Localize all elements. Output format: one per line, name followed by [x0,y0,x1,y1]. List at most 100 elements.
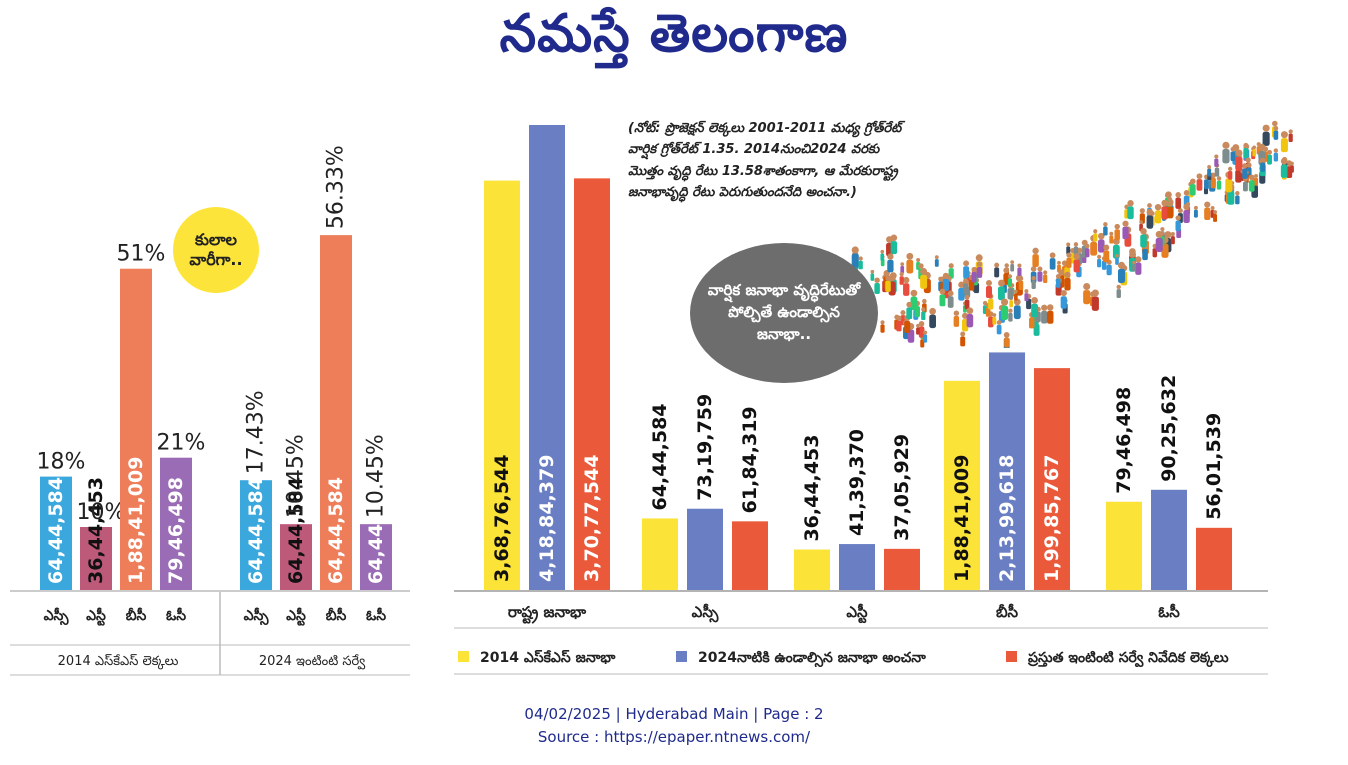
person-body [1073,246,1079,256]
category-label-2-3: బీసీ [326,607,347,624]
person-head [1280,157,1288,165]
data-label-s3-c3: 37,05,929 [891,434,913,541]
legend-swatch-2 [676,651,687,662]
person-head [1103,244,1110,251]
person-body [1154,210,1162,224]
person-body [1060,296,1067,309]
person-head [963,260,970,267]
person-body [1093,233,1098,242]
person-head [1043,270,1048,275]
person-head [874,277,880,283]
population-comparison-chart: 3,68,76,544 64,44,584 36,44,453 1,88,41,009… [454,125,1268,675]
person-body [934,259,939,267]
person-head [1103,222,1108,227]
person-head [1116,284,1121,290]
person-body [988,316,994,328]
person-head [1007,274,1013,279]
person-body [906,259,914,274]
person-body [1204,207,1211,221]
person-body [896,320,902,332]
person-head [1177,208,1183,214]
person-body [1004,337,1010,348]
bubble-text: వార్షిక జనాభా వృద్ధిరేటుతో పోల్చితే ఉండా… [707,281,861,343]
person-body [998,286,1005,301]
person-head [1057,260,1061,265]
expected-population-bubble: వార్షిక జనాభా వృద్ధిరేటుతో పోల్చితే ఉండా… [690,243,878,383]
person-body [1196,179,1203,191]
person-head [1204,201,1211,208]
person-body [1140,234,1147,248]
person-head [1288,129,1293,134]
person-head [1140,227,1147,235]
person-body [1013,305,1021,320]
person-body [1009,300,1013,308]
person-head [1031,276,1036,281]
category-label-1-3: బీసీ [126,607,147,624]
person-head [1214,154,1219,159]
group-label-2: 2024 ఇంటింటి సర్వే [259,654,365,670]
bar-1-2 [80,527,112,590]
person-body [858,260,863,270]
person-head [939,288,946,295]
person-head [1243,142,1249,148]
person-body [1090,241,1098,256]
person-head [1245,157,1251,163]
person-head [1280,131,1288,139]
person-head [900,262,905,266]
person-head [1073,242,1079,247]
data-label-s3-c5: 56,01,539 [1203,413,1225,520]
person-head [1154,203,1162,211]
person-head [963,278,969,284]
legend-swatch-3 [1006,651,1017,662]
person-head [920,267,928,275]
person-body [1210,177,1216,189]
person-body [1225,178,1233,193]
person-body [1170,236,1175,245]
masthead-title: నమస్తే తెలంగాణ [499,4,849,64]
value-label-1-3: 1,88,41,009 [125,457,147,584]
bar-2-4 [360,524,392,590]
person-body [1043,274,1048,284]
person-body [903,283,910,296]
person-body [1235,169,1242,183]
person-head [888,274,896,282]
person-head [1267,149,1272,155]
footer: 04/02/2025 | Hyderabad Main | Page : 2 S… [0,703,1348,748]
person-body [1014,293,1018,301]
person-head [1083,282,1091,291]
person-head [1115,254,1119,258]
person-head [1183,190,1190,196]
person-head [1175,192,1182,198]
person-body [1243,147,1249,159]
person-head [1160,227,1165,232]
person-body [1064,277,1071,291]
person-body [1142,248,1148,261]
person-body [1189,184,1196,196]
category-label-2-1: ఎస్సీ [244,607,269,626]
person-body [906,307,913,320]
percent-label-1-2: 10% [77,500,126,525]
projection-note: (నోట్: ప్రొజెక్షన్ లెక్కలు 2001-2011 మధ్… [628,121,902,201]
person-body [1207,168,1212,177]
person-head [1066,242,1071,247]
person-head [1127,200,1134,207]
person-body [1122,226,1129,240]
person-head [870,269,875,274]
category-label-1-2: ఎస్టీ [86,607,106,626]
person-head [1271,120,1278,127]
person-head [998,279,1005,287]
bar-s1-c2 [642,518,678,590]
person-head [906,301,913,308]
person-body [966,314,974,328]
person-head [887,253,894,260]
person-head [1003,267,1010,274]
person-body [1097,258,1102,268]
person-body [923,334,928,343]
person-body [904,320,911,333]
person-head [966,307,974,315]
person-head [906,252,914,260]
person-head [1235,149,1243,157]
bar-s3-c1 [574,178,610,590]
person-head [953,310,960,316]
person-head [1260,157,1266,163]
